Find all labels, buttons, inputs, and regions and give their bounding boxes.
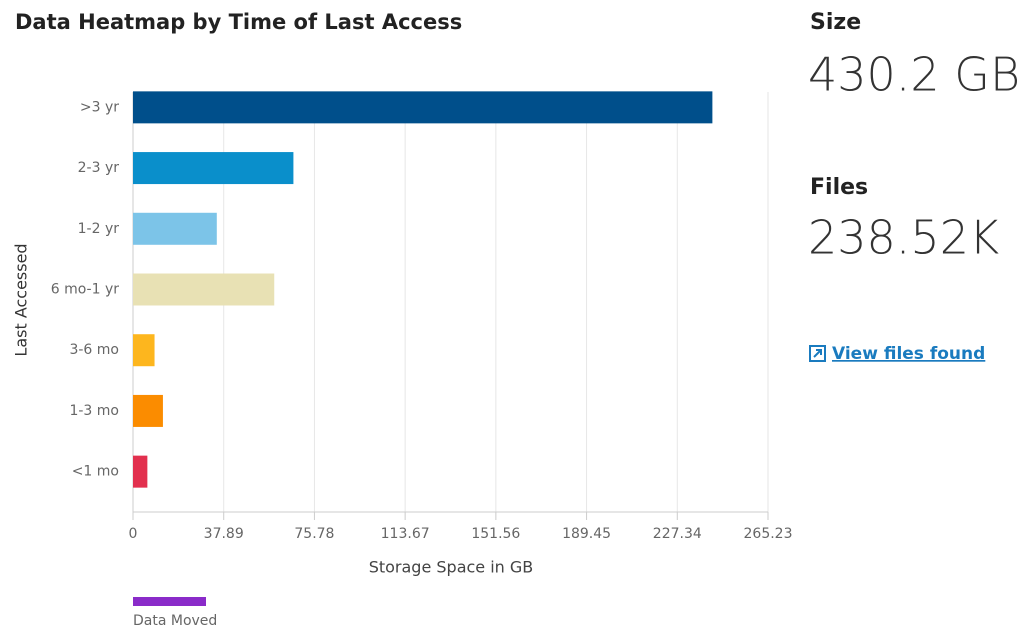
y-axis-label: Last Accessed	[12, 243, 31, 356]
bar	[133, 152, 294, 185]
y-tick-label: 2-3 yr	[78, 160, 120, 176]
y-tick-label: 3-6 mo	[69, 342, 119, 358]
x-tick-label: 37.89	[204, 526, 244, 542]
stat-value: 238.52K	[808, 211, 999, 265]
stat-label: Files	[810, 175, 868, 200]
view-files-link[interactable]: View files found	[832, 344, 985, 364]
chart-title: Data Heatmap by Time of Last Access	[15, 10, 462, 34]
y-tick-label: 1-2 yr	[78, 221, 120, 237]
x-tick-label: 265.23	[744, 526, 793, 542]
x-tick-label: 75.78	[294, 526, 334, 542]
y-tick-label: >3 yr	[80, 99, 119, 115]
y-tick-label: <1 mo	[72, 464, 119, 480]
bar	[133, 394, 163, 427]
x-tick-label: 113.67	[381, 526, 430, 542]
x-tick-label: 227.34	[653, 526, 702, 542]
x-axis-label: Storage Space in GB	[369, 558, 534, 577]
bar	[133, 91, 713, 124]
y-tick-label: 1-3 mo	[69, 403, 119, 419]
link-icon[interactable]	[809, 345, 826, 362]
legend-label: Data Moved	[133, 613, 217, 629]
bar	[133, 212, 217, 245]
x-tick-label: 189.45	[562, 526, 611, 542]
x-tick-label: 0	[129, 526, 138, 542]
bar	[133, 334, 155, 367]
stat-label: Size	[810, 10, 861, 35]
x-tick-label: 151.56	[471, 526, 520, 542]
bar	[133, 273, 275, 306]
legend-swatch	[133, 597, 206, 606]
bar	[133, 455, 148, 488]
stat-value: 430.2 GB	[808, 48, 1020, 102]
y-tick-label: 6 mo-1 yr	[51, 282, 120, 298]
